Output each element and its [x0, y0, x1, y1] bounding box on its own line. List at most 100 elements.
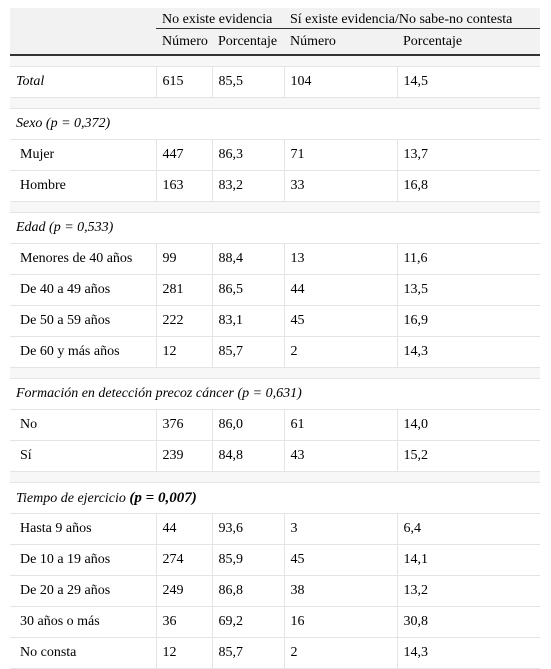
group-header-tiempo: Tiempo de ejercicio (p = 0,007) — [10, 482, 540, 514]
cell-porcentaje-1: 93,6 — [211, 513, 284, 545]
row-label: De 50 a 59 años — [10, 305, 156, 337]
cell-porcentaje-1: 85,7 — [211, 637, 284, 669]
header-numero-1: Número — [156, 28, 212, 56]
cell-numero-1: 222 — [155, 305, 212, 337]
cell-numero-1: 239 — [155, 440, 212, 472]
row-label: No — [10, 409, 156, 441]
cell-porcentaje-1: 83,1 — [211, 305, 284, 337]
row-label: De 10 a 19 años — [10, 544, 156, 576]
cell-numero-2: 13 — [283, 243, 397, 275]
cell-porcentaje-2: 14,3 — [396, 336, 540, 368]
cell-porcentaje-2: 14,0 — [396, 409, 540, 441]
cell-porcentaje-2: 30,8 — [396, 606, 540, 638]
table-row: De 20 a 29 años 249 86,8 38 13,2 — [10, 575, 540, 607]
cell-numero-2: 61 — [283, 409, 397, 441]
cell-numero-2: 104 — [283, 66, 397, 98]
group-header-formacion: Formación en detección precoz cáncer (p … — [10, 378, 540, 410]
table-row: De 60 y más años 12 85,7 2 14,3 — [10, 336, 540, 368]
table-row: Mujer 447 86,3 71 13,7 — [10, 139, 540, 171]
cell-porcentaje-2: 6,4 — [396, 513, 540, 545]
cell-porcentaje-1: 84,8 — [211, 440, 284, 472]
table-row: Menores de 40 años 99 88,4 13 11,6 — [10, 243, 540, 275]
table-row-total: Total 615 85,5 104 14,5 — [10, 66, 540, 98]
group-title: Edad (p = 0,533) — [10, 212, 540, 244]
table-row: Hombre 163 83,2 33 16,8 — [10, 170, 540, 202]
cell-numero-2: 45 — [283, 544, 397, 576]
cell-porcentaje-1: 69,2 — [211, 606, 284, 638]
cell-porcentaje-2: 11,6 — [396, 243, 540, 275]
table-row: 30 años o más 36 69,2 16 30,8 — [10, 606, 540, 638]
spacer-row — [10, 367, 540, 379]
table-body: Total 615 85,5 104 14,5 Sexo (p = 0,372)… — [10, 55, 540, 669]
cell-numero-1: 12 — [155, 637, 212, 669]
cell-numero-1: 274 — [155, 544, 212, 576]
table-row: De 10 a 19 años 274 85,9 45 14,1 — [10, 544, 540, 576]
cell-numero-2: 71 — [283, 139, 397, 171]
header-porcentaje-1: Porcentaje — [212, 28, 284, 56]
group-title: Formación en detección precoz cáncer (p … — [10, 378, 540, 410]
group-title-text: Tiempo de ejercicio — [16, 490, 126, 506]
header-blank-cell — [10, 28, 156, 56]
row-label: No consta — [10, 637, 156, 669]
header-row-columns: Número Porcentaje Número Porcentaje — [10, 28, 540, 56]
cell-numero-2: 38 — [283, 575, 397, 607]
group-title: Sexo (p = 0,372) — [10, 108, 540, 140]
results-table-container: No existe evidencia Sí existe evidencia/… — [10, 8, 540, 669]
cell-porcentaje-2: 13,5 — [396, 274, 540, 306]
cell-numero-1: 615 — [155, 66, 212, 98]
row-label: Sí — [10, 440, 156, 472]
group-header-edad: Edad (p = 0,533) — [10, 212, 540, 244]
row-label: De 20 a 29 años — [10, 575, 156, 607]
cell-porcentaje-1: 85,7 — [211, 336, 284, 368]
cell-porcentaje-2: 14,1 — [396, 544, 540, 576]
cell-porcentaje-1: 85,5 — [211, 66, 284, 98]
cell-porcentaje-2: 16,9 — [396, 305, 540, 337]
cell-porcentaje-2: 15,2 — [396, 440, 540, 472]
cell-numero-1: 163 — [155, 170, 212, 202]
cell-numero-1: 12 — [155, 336, 212, 368]
cell-porcentaje-1: 86,3 — [211, 139, 284, 171]
header-blank-cell — [10, 8, 156, 29]
header-numero-2: Número — [284, 28, 397, 56]
cell-numero-1: 376 — [155, 409, 212, 441]
table-header: No existe evidencia Sí existe evidencia/… — [10, 8, 540, 56]
header-row-groups: No existe evidencia Sí existe evidencia/… — [10, 8, 540, 29]
cell-porcentaje-1: 85,9 — [211, 544, 284, 576]
table-row: Sí 239 84,8 43 15,2 — [10, 440, 540, 472]
header-porcentaje-2: Porcentaje — [397, 28, 540, 56]
cell-numero-2: 45 — [283, 305, 397, 337]
table-row: No 376 86,0 61 14,0 — [10, 409, 540, 441]
cell-numero-2: 16 — [283, 606, 397, 638]
header-group-no-evidence: No existe evidencia — [156, 8, 284, 29]
row-label: Hasta 9 años — [10, 513, 156, 545]
group-title-pvalue: (p = 0,007) — [129, 489, 197, 506]
group-header-sexo: Sexo (p = 0,372) — [10, 108, 540, 140]
row-label: Total — [10, 66, 156, 98]
cell-porcentaje-2: 13,7 — [396, 139, 540, 171]
cell-numero-1: 36 — [155, 606, 212, 638]
results-table: No existe evidencia Sí existe evidencia/… — [10, 8, 540, 669]
group-title: Tiempo de ejercicio (p = 0,007) — [10, 482, 540, 514]
cell-numero-2: 3 — [283, 513, 397, 545]
table-row: No consta 12 85,7 2 14,3 — [10, 637, 540, 669]
row-label: De 60 y más años — [10, 336, 156, 368]
spacer-row — [10, 201, 540, 213]
cell-porcentaje-1: 83,2 — [211, 170, 284, 202]
cell-numero-2: 33 — [283, 170, 397, 202]
cell-porcentaje-1: 88,4 — [211, 243, 284, 275]
row-label: Hombre — [10, 170, 156, 202]
cell-porcentaje-1: 86,0 — [211, 409, 284, 441]
cell-porcentaje-2: 14,5 — [396, 66, 540, 98]
table-row: De 40 a 49 años 281 86,5 44 13,5 — [10, 274, 540, 306]
table-row: De 50 a 59 años 222 83,1 45 16,9 — [10, 305, 540, 337]
cell-numero-1: 249 — [155, 575, 212, 607]
cell-numero-1: 44 — [155, 513, 212, 545]
cell-porcentaje-2: 13,2 — [396, 575, 540, 607]
row-label: Mujer — [10, 139, 156, 171]
row-label: De 40 a 49 años — [10, 274, 156, 306]
row-label: 30 años o más — [10, 606, 156, 638]
cell-numero-2: 44 — [283, 274, 397, 306]
cell-numero-2: 2 — [283, 336, 397, 368]
header-group-evidence: Sí existe evidencia/No sabe-no contesta — [284, 8, 540, 29]
spacer-row — [10, 55, 540, 67]
